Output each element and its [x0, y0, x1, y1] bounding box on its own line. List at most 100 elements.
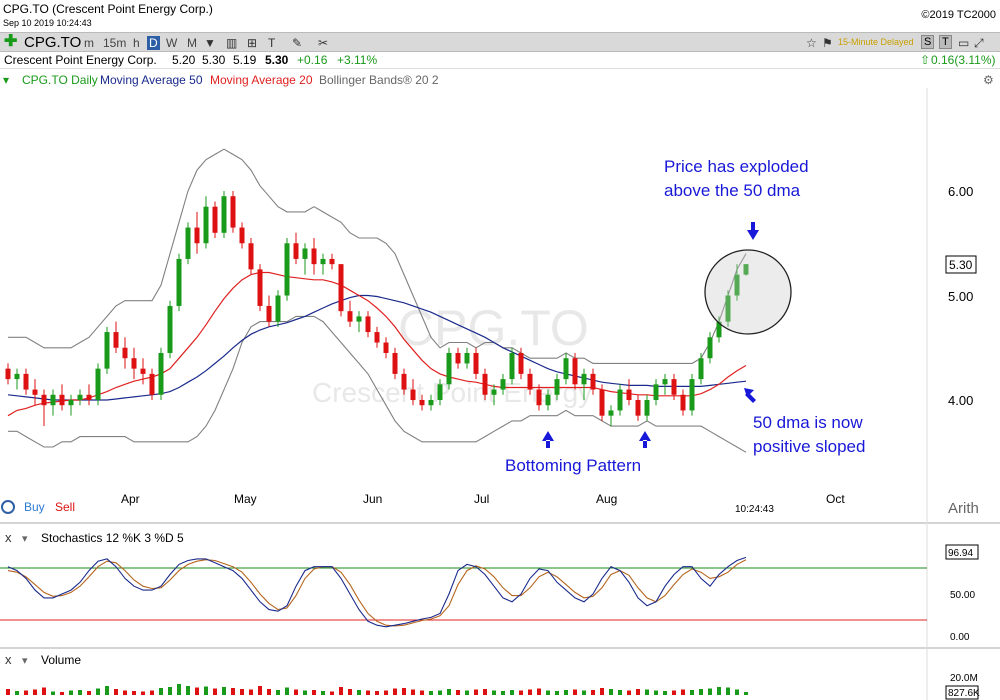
stoch-tick-0: 0.00	[950, 632, 970, 643]
change-pct: +3.11%	[337, 53, 378, 67]
s-button[interactable]: S	[921, 35, 935, 49]
dropdown-icon[interactable]: ▼	[204, 36, 216, 50]
draw-icon[interactable]: ✎	[292, 36, 303, 50]
annotation-exploded-line2: above the 50 dma	[664, 181, 801, 200]
copyright: ©2019 TC2000	[921, 9, 996, 21]
legend-collapse-icon[interactable]: ▾	[3, 73, 10, 87]
candle-body	[545, 394, 551, 406]
volume-bar	[411, 689, 415, 695]
candle-body	[293, 243, 299, 259]
stoch-current-label: 96.94	[948, 548, 973, 559]
candle-body	[446, 352, 452, 385]
volume-bar	[159, 688, 163, 695]
stoch-collapse-icon[interactable]: ▾	[22, 533, 28, 545]
annotation-bottoming: Bottoming Pattern	[505, 456, 641, 475]
volume-bar	[303, 690, 307, 695]
flag-icon[interactable]: ⚑	[822, 36, 833, 50]
indicator-legend: ▾ CPG.TO Daily Moving Average 50 Moving …	[0, 71, 1000, 88]
star-icon[interactable]: ☆	[806, 36, 817, 50]
candle-body	[473, 352, 479, 374]
volume-close-icon[interactable]: x	[5, 652, 12, 667]
scale-label[interactable]: Arith	[948, 500, 979, 517]
candle-body	[77, 394, 83, 400]
current-price-box	[945, 255, 977, 274]
bollinger-upper-line	[8, 148, 747, 364]
quote-bar: Crescent Point Energy Corp. 5.20 5.30 5.…	[0, 52, 1000, 69]
stochastics-lines	[7, 556, 747, 628]
bollinger-bands	[8, 148, 747, 453]
timeframe-mo[interactable]: M	[187, 36, 197, 50]
volume-bar	[6, 689, 10, 695]
volume-tick: 20.0M	[950, 673, 978, 684]
volume-bar	[564, 690, 568, 695]
sell-button[interactable]: Sell	[55, 500, 75, 514]
highlight-circle	[704, 249, 792, 335]
volume-bar	[249, 689, 253, 695]
volume-bar	[456, 690, 460, 695]
volume-bar	[672, 690, 676, 695]
volume-bar	[663, 691, 667, 695]
volume-bar	[510, 690, 514, 695]
legend-symbol-daily[interactable]: CPG.TO Daily	[22, 73, 98, 87]
arrow-down-icon	[747, 222, 759, 240]
timeframe-m[interactable]: m	[84, 36, 94, 50]
legend-bbands[interactable]: Bollinger Bands® 20 2	[319, 73, 439, 87]
candle-body	[635, 400, 641, 416]
timeframe-h[interactable]: h	[133, 36, 140, 50]
plus-icon[interactable]: ✚	[4, 33, 18, 50]
timeframe-d[interactable]: D	[147, 36, 160, 50]
symbol-input[interactable]: CPG.TO	[24, 34, 82, 51]
candle-body	[5, 368, 11, 380]
volume-bar	[393, 688, 397, 695]
volume-bar	[267, 689, 271, 695]
volume-bar	[717, 687, 721, 695]
candle-body	[176, 258, 182, 306]
volume-bar	[573, 689, 577, 695]
volume-bar	[15, 691, 19, 695]
volume-collapse-icon[interactable]: ▾	[22, 655, 28, 667]
annotation-dma-line1: 50 dma is now	[753, 413, 863, 432]
timestamp: Sep 10 2019 10:24:43	[3, 18, 92, 28]
candle-body	[266, 305, 272, 322]
volume-bar	[330, 691, 334, 695]
candle-body	[572, 358, 578, 385]
add-indicator-icon[interactable]: ⊞	[247, 36, 258, 50]
legend-ma20[interactable]: Moving Average 20	[210, 73, 313, 87]
time-label-may: May	[234, 492, 257, 506]
candle-body	[590, 373, 596, 390]
volume-bar	[537, 688, 541, 695]
expand-icon[interactable]: ⤢	[974, 36, 984, 50]
annotation-dma: 50 dma is now positive sloped	[753, 413, 865, 456]
volume-bar	[384, 690, 388, 695]
stoch-k-line	[7, 556, 747, 628]
candle-body	[401, 373, 407, 390]
stoch-close-icon[interactable]: x	[5, 530, 12, 545]
timeframe-w[interactable]: W	[166, 36, 178, 50]
volume-bar	[366, 690, 370, 695]
buy-button[interactable]: Buy	[24, 500, 45, 514]
volume-bar	[177, 684, 181, 695]
settings-icon[interactable]: ⚙	[983, 73, 994, 87]
time-label-aug: Aug	[596, 492, 617, 506]
stoch-title[interactable]: Stochastics 12 %K 3 %D 5	[41, 531, 184, 545]
volume-bar	[294, 689, 298, 695]
volume-current-label: 827.6K	[948, 688, 980, 699]
t-button[interactable]: T	[939, 35, 952, 49]
timeframe-15m[interactable]: 15m	[103, 36, 127, 50]
legend-ma50[interactable]: Moving Average 50	[100, 73, 203, 87]
window-icon[interactable]: ▭	[958, 36, 970, 50]
candle-body	[680, 394, 686, 411]
candle-body	[347, 311, 353, 322]
candle-body	[140, 368, 146, 374]
volume-bar	[591, 690, 595, 695]
volume-bar	[483, 689, 487, 695]
tools-icon[interactable]: ✂	[318, 36, 329, 50]
candle-body	[14, 373, 20, 380]
text-icon[interactable]: T	[268, 36, 276, 50]
volume-bar	[60, 692, 64, 695]
bar-style-icon[interactable]: ▥	[226, 36, 238, 50]
candle-body	[275, 295, 281, 322]
buy-sell-icon[interactable]	[1, 500, 15, 514]
volume-title[interactable]: Volume	[41, 653, 81, 667]
